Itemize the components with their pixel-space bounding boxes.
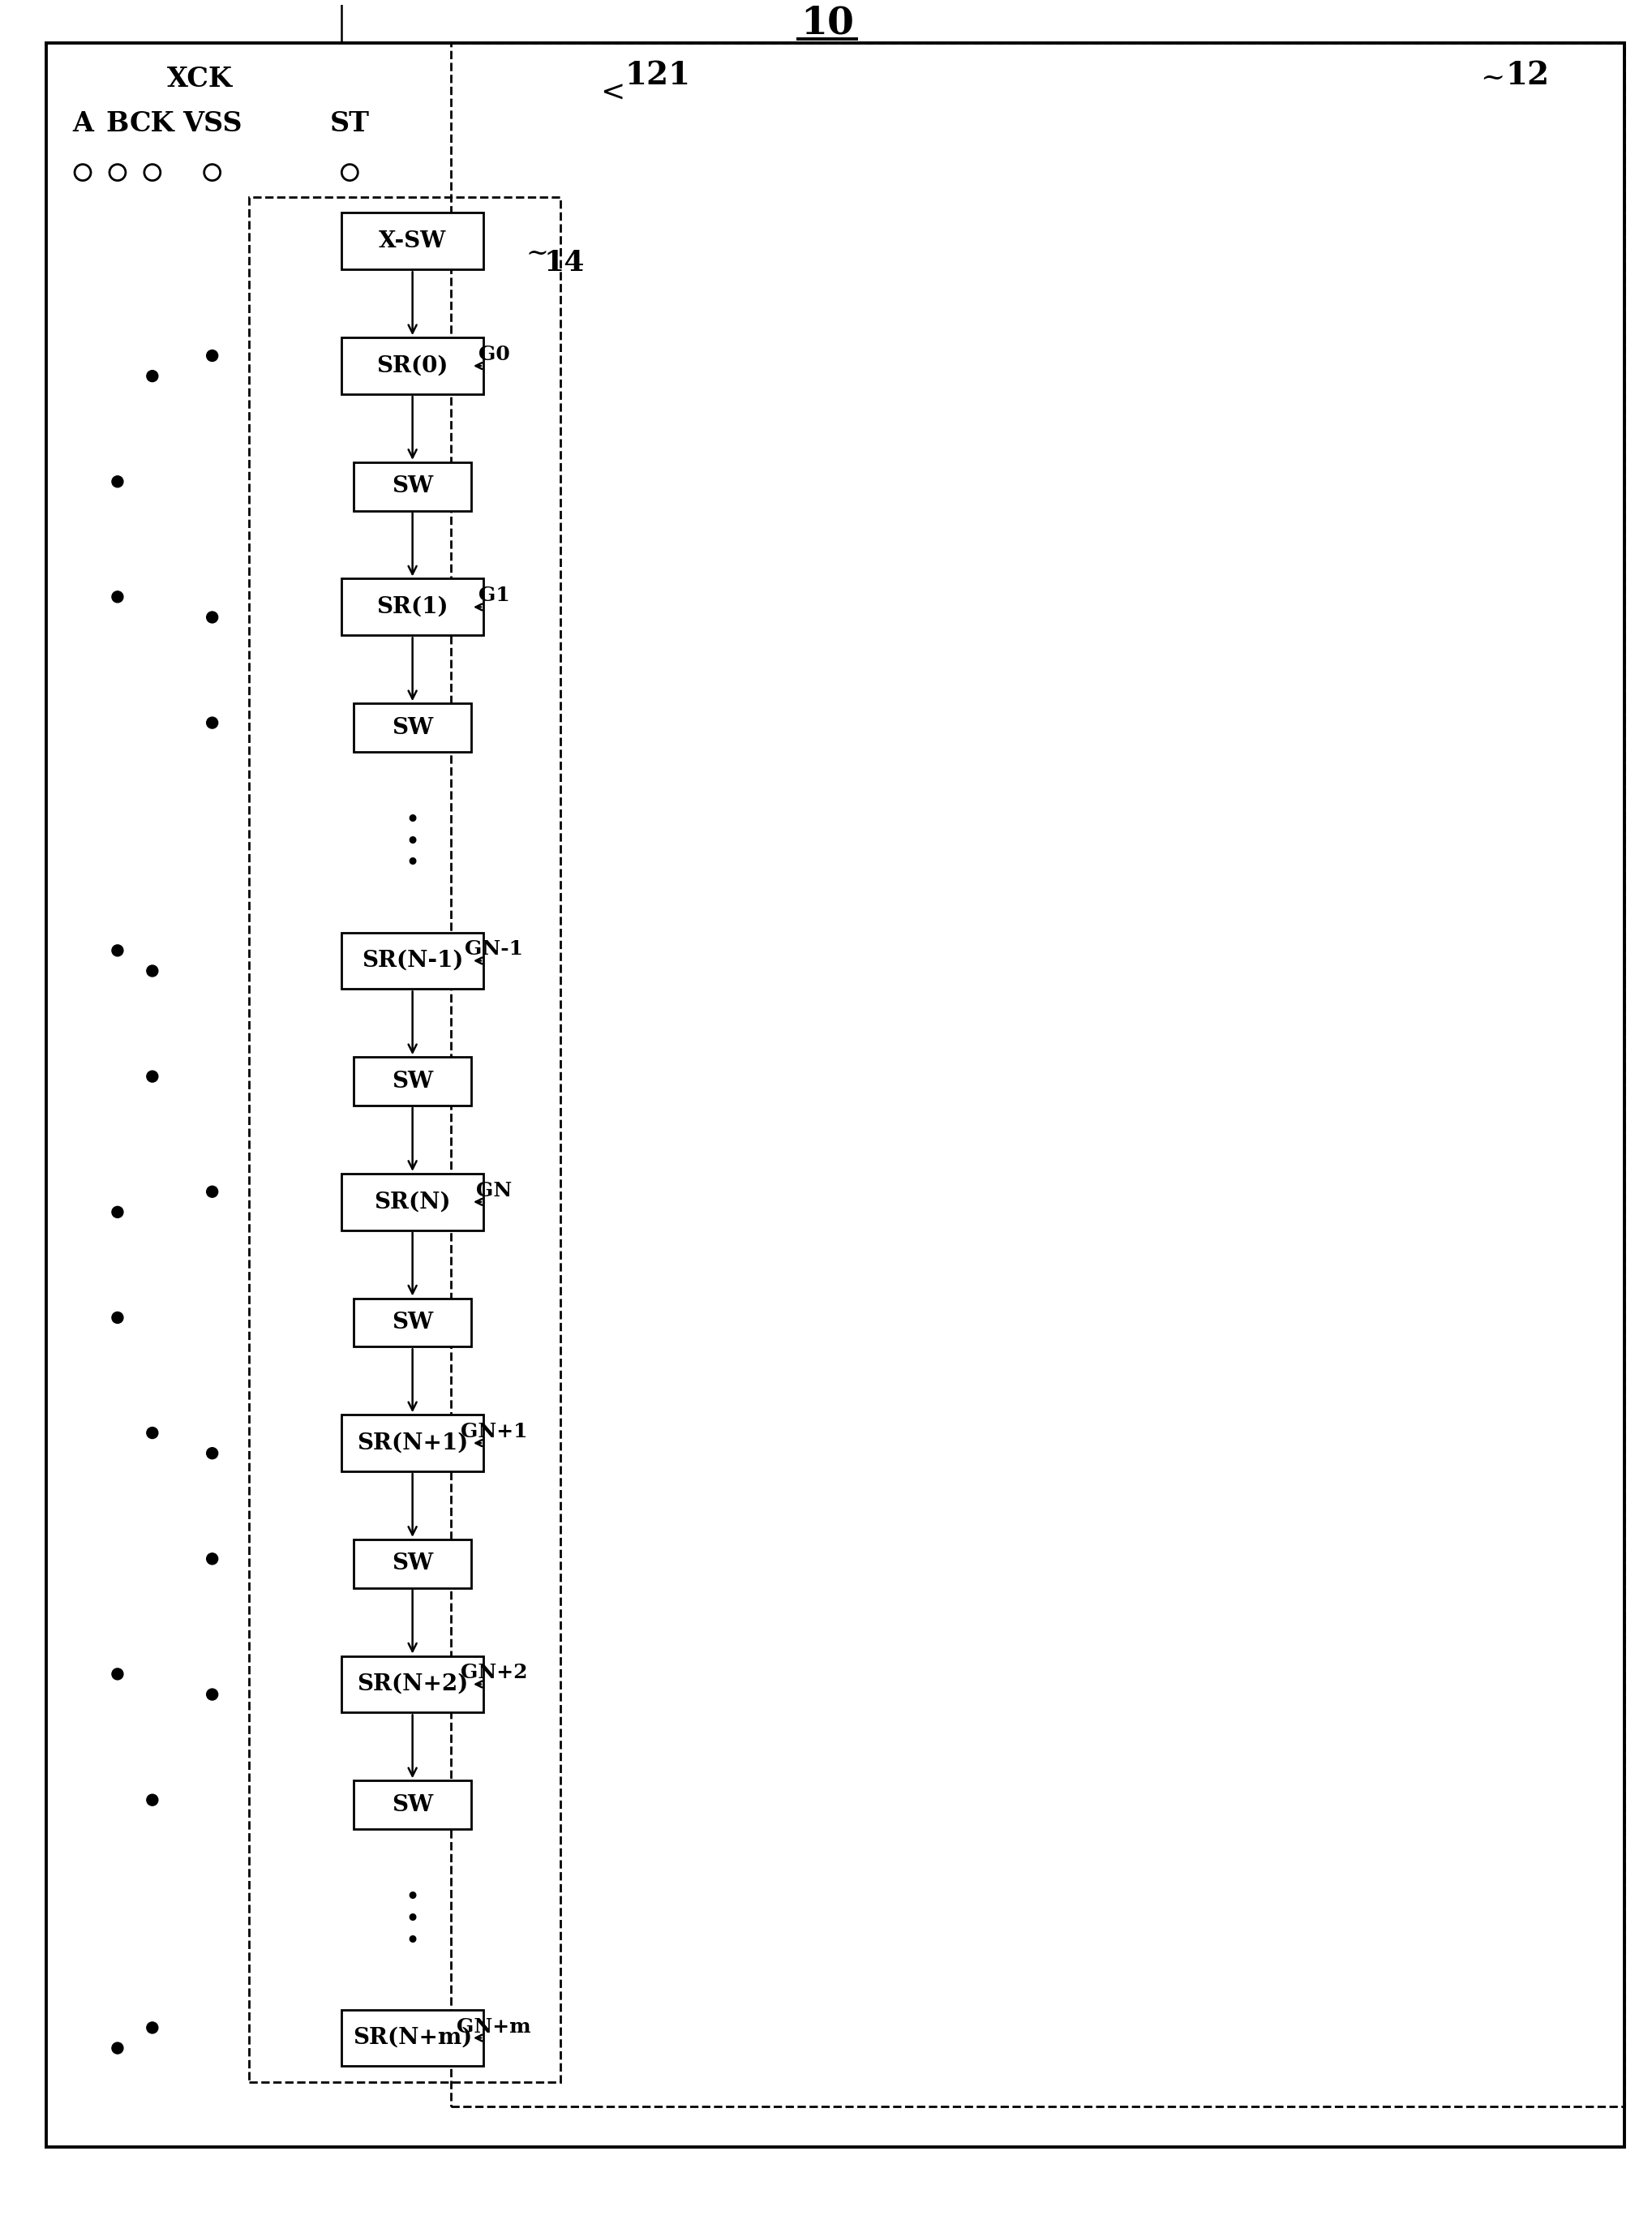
Circle shape — [147, 966, 159, 977]
Text: SR(1): SR(1) — [377, 597, 448, 617]
Bar — [342, 1656, 484, 1712]
Circle shape — [206, 1554, 218, 1565]
Text: 10: 10 — [801, 4, 854, 42]
Text: <: < — [600, 80, 624, 107]
Bar — [342, 579, 484, 635]
Text: 121: 121 — [624, 60, 691, 91]
Circle shape — [205, 164, 220, 180]
Text: SW: SW — [392, 717, 433, 739]
Text: •
•
•: • • • — [405, 1887, 420, 1954]
Bar — [354, 1057, 471, 1106]
Circle shape — [147, 1794, 159, 1805]
Text: GN+m: GN+m — [456, 2016, 530, 2036]
Bar — [354, 704, 471, 753]
Text: 14: 14 — [544, 249, 585, 278]
Bar — [451, 42, 1624, 2107]
Text: SR(N): SR(N) — [375, 1190, 451, 1212]
Circle shape — [206, 351, 218, 362]
Bar — [342, 1174, 484, 1230]
Circle shape — [147, 371, 159, 382]
Bar — [342, 1414, 484, 1472]
Text: SW: SW — [392, 1070, 433, 1092]
Bar — [249, 198, 560, 2082]
Text: SR(N+1): SR(N+1) — [357, 1432, 468, 1454]
Text: A: A — [73, 111, 93, 138]
Bar — [354, 1780, 471, 1829]
Circle shape — [109, 164, 126, 180]
Circle shape — [144, 164, 160, 180]
Bar — [354, 1299, 471, 1348]
Text: X-SW: X-SW — [378, 231, 446, 253]
Text: SR(N+m): SR(N+m) — [354, 2027, 472, 2049]
Circle shape — [112, 946, 124, 957]
Circle shape — [112, 1669, 124, 1681]
Circle shape — [112, 1205, 124, 1219]
Bar — [354, 1538, 471, 1587]
Circle shape — [147, 2022, 159, 2034]
Text: GN: GN — [476, 1181, 512, 1201]
Text: GN+2: GN+2 — [461, 1663, 527, 1683]
Bar — [342, 213, 484, 269]
Circle shape — [74, 164, 91, 180]
Circle shape — [206, 611, 218, 624]
Circle shape — [206, 1689, 218, 1701]
Text: SW: SW — [392, 475, 433, 497]
Text: SR(N+2): SR(N+2) — [357, 1674, 468, 1696]
Circle shape — [112, 475, 124, 486]
Text: ST: ST — [330, 111, 370, 138]
Circle shape — [112, 2042, 124, 2054]
Text: B: B — [106, 111, 129, 138]
Text: SW: SW — [392, 1552, 433, 1574]
Circle shape — [147, 1070, 159, 1081]
Text: XCK: XCK — [167, 67, 233, 93]
Circle shape — [206, 1447, 218, 1459]
Text: SW: SW — [392, 1794, 433, 1816]
Bar — [342, 337, 484, 395]
Circle shape — [206, 1185, 218, 1197]
Text: ~: ~ — [527, 240, 548, 266]
Text: G0: G0 — [477, 344, 509, 364]
Text: G1: G1 — [477, 586, 509, 606]
Text: SR(N-1): SR(N-1) — [362, 950, 463, 972]
Text: GN+1: GN+1 — [461, 1423, 527, 1441]
Bar — [354, 462, 471, 511]
Text: SW: SW — [392, 1312, 433, 1334]
Text: 12: 12 — [1505, 60, 1550, 91]
Text: CK: CK — [131, 111, 175, 138]
Text: •
•
•: • • • — [405, 808, 420, 875]
Text: SR(0): SR(0) — [377, 355, 448, 377]
Circle shape — [147, 1427, 159, 1439]
Bar — [342, 2009, 484, 2067]
Text: GN-1: GN-1 — [464, 939, 524, 959]
Circle shape — [342, 164, 358, 180]
Circle shape — [112, 591, 124, 602]
Bar — [342, 932, 484, 990]
Circle shape — [112, 1312, 124, 1323]
Text: VSS: VSS — [182, 111, 243, 138]
Circle shape — [206, 717, 218, 728]
Text: ~: ~ — [1480, 64, 1505, 91]
